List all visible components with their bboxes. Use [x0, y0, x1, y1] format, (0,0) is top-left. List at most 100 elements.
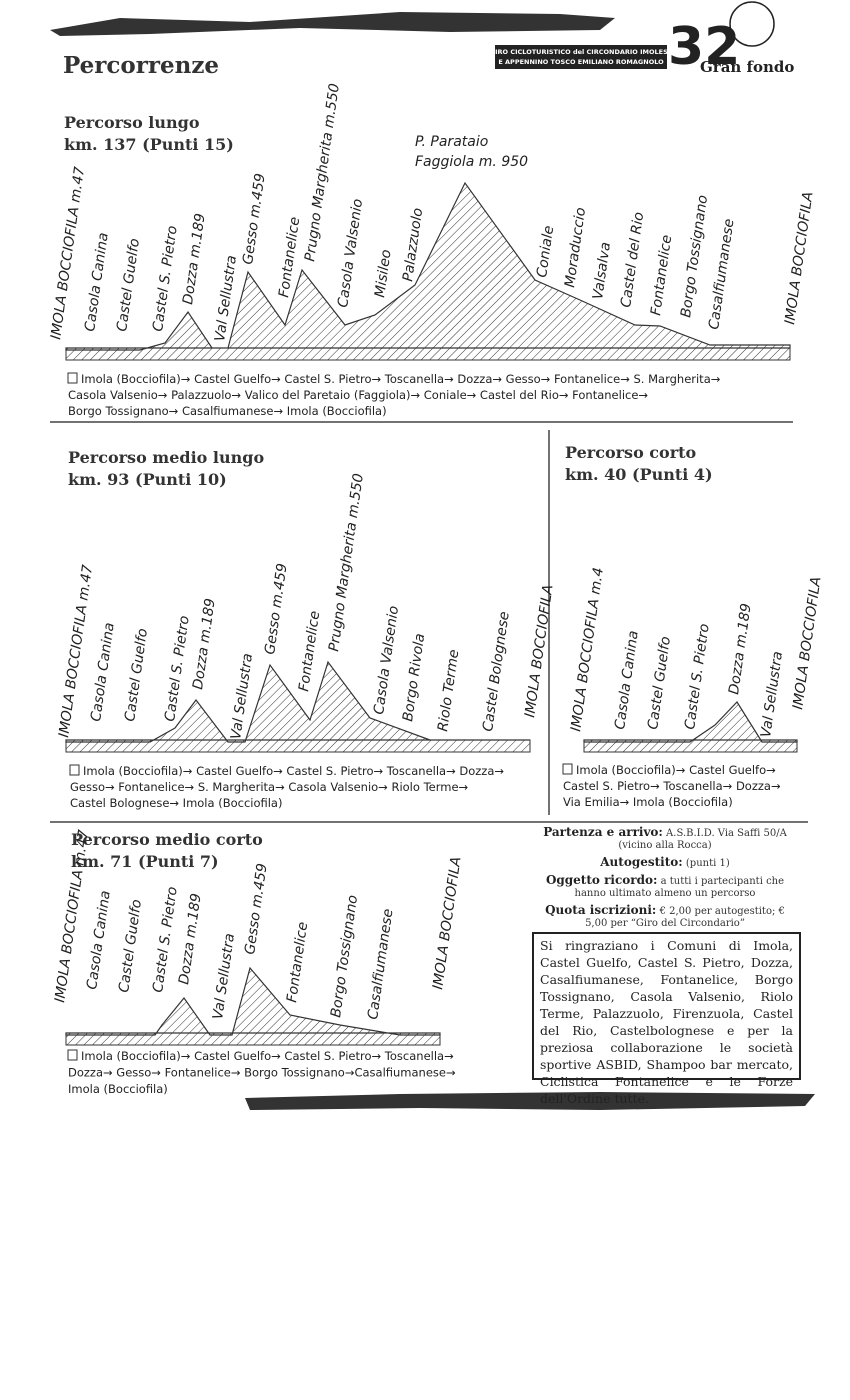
- place-label: Castel Guelfo: [114, 237, 143, 332]
- elevation-profile: [65, 181, 791, 351]
- place-label: Casalfiumanese: [706, 218, 737, 331]
- itinerary-line: Imola (Bocciofila)→ Castel Guelfo→ Caste…: [81, 372, 721, 386]
- place-label: Fontanelice: [296, 610, 323, 693]
- peak-annotation: P. Parataio: [415, 134, 488, 150]
- place-label: Casola Canina: [84, 890, 114, 991]
- info-label: Partenza e arrivo:: [543, 825, 663, 839]
- elevation-profile: [583, 701, 798, 743]
- place-label: Casalfiumanese: [365, 908, 396, 1021]
- place-label: Casola Valsenio: [371, 605, 402, 716]
- wheel-icon: [729, 1, 775, 47]
- info-block: Partenza e arrivo: A.S.B.I.D. Via Saffi …: [535, 826, 795, 934]
- place-label: IMOLA BOCCIOFILA m.4: [568, 567, 607, 733]
- place-label: Valsalva: [590, 241, 614, 300]
- flag-icon: [67, 372, 78, 384]
- itinerary-line: Castel Bolognese→ Imola (Bocciofila): [70, 796, 282, 810]
- place-label: Castel Guelfo: [645, 635, 674, 730]
- brush-stroke: [50, 12, 615, 36]
- place-label: Val Sellustra: [758, 650, 786, 738]
- place-label: Castel Guelfo: [122, 627, 151, 722]
- place-label: Borgo Tossignano: [328, 894, 361, 1019]
- itinerary-line: Borgo Tossignano→ Casalfiumanese→ Imola …: [68, 404, 387, 418]
- place-label: Casola Canina: [612, 630, 642, 731]
- itinerary-line: Castel S. Pietro→ Toscanella→ Dozza→: [563, 779, 781, 793]
- info-text: A.S.B.I.D. Via Saffi 50/A (vicino alla R…: [618, 828, 787, 851]
- route-distance: km. 137 (Punti 15): [64, 135, 234, 154]
- logo-text: Gran fondo: [700, 58, 794, 76]
- itinerary-line: Imola (Bocciofila)→ Castel Guelfo→: [576, 763, 776, 777]
- place-label: Castel Bolognese: [480, 611, 513, 733]
- info-row: Quota iscrizioni: € 2,00 per autogestito…: [535, 904, 795, 930]
- place-label: Casola Valsenio: [335, 198, 366, 309]
- elevation-profile: [65, 966, 441, 1036]
- place-label: Gesso m.459: [262, 562, 291, 655]
- flag-icon: [562, 763, 573, 775]
- flag-icon: [69, 764, 80, 776]
- itinerary-line: Casola Valsenio→ Palazzuolo→ Valico del …: [68, 388, 648, 402]
- itinerary-line: Via Emilia→ Imola (Bocciofila): [563, 795, 733, 809]
- logo-number: 32: [668, 17, 740, 77]
- route-distance: km. 71 (Punti 7): [71, 852, 219, 871]
- profile-base: [65, 347, 791, 361]
- place-label: Moraduccio: [562, 207, 589, 289]
- place-label: Dozza m.189: [726, 602, 755, 695]
- badge-text: E APPENNINO TOSCO EMILIANO ROMAGNOLO: [498, 58, 664, 66]
- info-row: Oggetto ricordo: a tutti i partecipanti …: [535, 874, 795, 900]
- info-text: € 2,00 per autogestito; € 5,00 per “Giro…: [585, 906, 785, 929]
- info-row: Autogestito: (punti 1): [535, 856, 795, 870]
- itinerary-line: Imola (Bocciofila)→ Castel Guelfo→ Caste…: [81, 1049, 454, 1063]
- place-label: IMOLA BOCCIOFILA: [790, 576, 824, 711]
- place-label: Riolo Terme: [435, 649, 462, 733]
- route-distance: km. 40 (Punti 4): [565, 465, 713, 484]
- badge: [495, 45, 667, 69]
- place-label: Val Sellustra: [210, 932, 238, 1020]
- thanks-box: Si ringraziano i Comuni di Imola, Castel…: [532, 932, 801, 1106]
- place-label: IMOLA BOCCIOFILA: [782, 191, 816, 326]
- route-title: Percorso medio lungo: [68, 448, 264, 467]
- place-label: Coniale: [534, 225, 557, 279]
- itinerary-line: Imola (Bocciofila): [68, 1082, 168, 1096]
- place-label: Castel del Rio: [618, 211, 647, 308]
- itinerary-line: Dozza→ Gesso→ Fontanelice→ Borgo Tossign…: [68, 1066, 456, 1080]
- elevation-profile: [65, 660, 530, 743]
- place-label: Dozza m.189: [176, 892, 205, 985]
- itinerary-line: Gesso→ Fontanelice→ S. Margherita→ Casol…: [70, 780, 469, 794]
- place-label: Gesso m.459: [240, 172, 269, 265]
- info-text: a tutti i partecipanti che hanno ultimat…: [574, 876, 785, 899]
- place-label: Borgo Tossignano: [678, 194, 711, 319]
- place-label: Fontanelice: [284, 921, 311, 1004]
- route-title: Percorso corto: [565, 443, 697, 462]
- peak-annotation: Faggiola m. 950: [415, 154, 528, 170]
- place-label: Misileo: [372, 249, 395, 299]
- place-label: Fontanelice: [648, 234, 675, 317]
- place-label: IMOLA BOCCIOFILA: [522, 584, 556, 719]
- place-label: IMOLA BOCCIOFILA: [430, 856, 464, 991]
- place-label: Gesso m.459: [242, 862, 271, 955]
- info-row: Partenza e arrivo: A.S.B.I.D. Via Saffi …: [535, 826, 795, 852]
- route-title: Percorso medio corto: [71, 830, 263, 849]
- place-label: Casola Canina: [88, 622, 118, 723]
- route-distance: km. 93 (Punti 10): [68, 470, 227, 489]
- place-label: Castel S. Pietro: [682, 623, 713, 731]
- info-label: Oggetto ricordo:: [545, 873, 658, 887]
- info-text: (punti 1): [685, 858, 730, 869]
- place-label: Casola Canina: [82, 232, 112, 333]
- route-title: Percorso lungo: [64, 113, 200, 132]
- place-label: Castel S. Pietro: [162, 615, 193, 723]
- place-label: Castel Guelfo: [116, 898, 145, 993]
- itinerary-line: Imola (Bocciofila)→ Castel Guelfo→ Caste…: [83, 764, 504, 778]
- place-label: Dozza m.189: [190, 597, 219, 690]
- badge-text: GIRO CICLOTURISTICO del CIRCONDARIO IMOL…: [490, 48, 672, 56]
- place-label: Prugno Margherita m.550: [302, 82, 343, 262]
- brush-stroke: [245, 1092, 815, 1110]
- place-label: IMOLA BOCCIOFILA m.47: [48, 166, 88, 341]
- flag-icon: [67, 1049, 78, 1061]
- place-label: Borgo Rivola: [400, 632, 428, 722]
- info-label: Quota iscrizioni:: [545, 903, 657, 917]
- place-label: Dozza m.189: [180, 212, 209, 305]
- info-label: Autogestito:: [600, 855, 683, 869]
- place-label: Castel S. Pietro: [150, 225, 181, 333]
- place-label: Prugno Margherita m.550: [326, 472, 367, 652]
